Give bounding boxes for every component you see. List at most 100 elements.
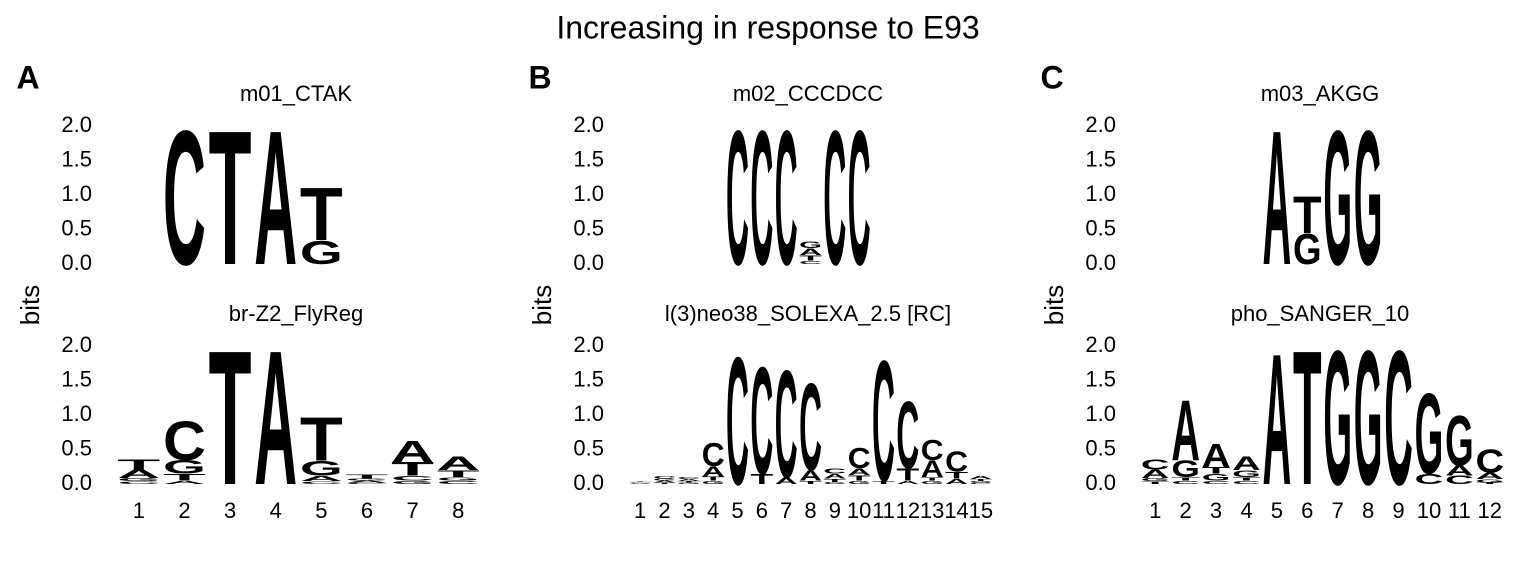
logo-letter: C [629, 482, 652, 483]
logo-letter: A [345, 480, 388, 483]
logo-letter: T [437, 469, 480, 480]
x-tick-label: 6 [1301, 498, 1313, 523]
logo-letter: G [629, 482, 652, 483]
logo-letter: C [437, 480, 480, 485]
logo-letter: A [1263, 314, 1292, 523]
y-tick-label: 0.5 [573, 435, 604, 460]
y-tick-label: 0.0 [61, 250, 92, 275]
y-tick-label: 1.5 [1085, 366, 1116, 391]
logo-letter: T [872, 480, 895, 485]
logo-letter: C [677, 477, 700, 480]
logo-letter: G [653, 478, 676, 481]
y-axis-label: bits [1039, 285, 1069, 325]
y-tick-label: 0.5 [1085, 435, 1116, 460]
logo-letter: T [896, 465, 919, 484]
x-tick-label: 15 [969, 498, 993, 523]
logo-letter: C [799, 358, 822, 497]
x-tick-label: 8 [452, 498, 464, 523]
logo-letter: G [677, 482, 700, 484]
y-tick-label: 0.5 [573, 215, 604, 240]
logo-letter: A [653, 480, 676, 483]
x-tick-label: 4 [1240, 498, 1252, 523]
logo-letter: G [848, 480, 871, 485]
x-tick-label: 8 [804, 498, 816, 523]
logo-letter: G [163, 457, 206, 478]
y-tick-label: 0.5 [61, 435, 92, 460]
logo-letter: C [1475, 442, 1504, 480]
x-tick-label: 10 [1417, 498, 1441, 523]
logo-letter: C [163, 410, 206, 472]
logo-letter: C [945, 445, 968, 477]
y-tick-label: 1.0 [573, 401, 604, 426]
logo-letter: C [345, 482, 388, 484]
x-tick-label: 14 [944, 498, 968, 523]
logo-letter: G [1293, 225, 1322, 273]
logo-letter: C [1415, 471, 1444, 487]
chart-title: br-Z2_FlyReg [229, 301, 363, 326]
chart-title: pho_SANGER_10 [1231, 301, 1410, 326]
logo-letter: G [1232, 469, 1261, 480]
logo-letter: A [921, 456, 944, 483]
logo-letter: G [799, 240, 822, 251]
x-tick-label: 6 [756, 498, 768, 523]
logo-letter: C [653, 475, 676, 479]
logo-letter: A [254, 312, 297, 525]
logo-letter: G [1323, 312, 1352, 525]
chart-title: l(3)neo38_SOLEXA_2.5 [RC] [665, 301, 951, 326]
x-tick-label: 12 [896, 498, 920, 523]
logo-letter: C [1384, 312, 1413, 525]
logo-letter: A [1202, 436, 1231, 474]
x-tick-label: 8 [1362, 498, 1374, 523]
x-tick-label: 3 [683, 498, 695, 523]
logo-letter: C [896, 381, 919, 489]
x-tick-label: 7 [1332, 498, 1344, 523]
logo-letter: T [1171, 476, 1200, 481]
logo-letter: A [1263, 92, 1292, 305]
logo-letter: G [1445, 401, 1474, 481]
y-tick-label: 1.5 [61, 146, 92, 171]
logo-letter: G [1354, 312, 1383, 525]
x-tick-label: 3 [224, 498, 236, 523]
logo-letter: T [799, 254, 822, 263]
logo-letter: A [896, 480, 919, 485]
logo-letter: G [921, 480, 944, 485]
logo-letter: A [1141, 468, 1170, 481]
x-tick-label: 10 [847, 498, 871, 523]
logo-letter: G [1171, 456, 1200, 483]
logo-letter: G [300, 233, 343, 271]
logo-letter: T [209, 92, 252, 305]
logo-letter: G [702, 480, 725, 485]
x-tick-label: 2 [178, 498, 190, 523]
x-tick-label: 7 [406, 498, 418, 523]
logo-letter: A [848, 467, 871, 478]
logo-letter: T [391, 459, 434, 480]
logo-letter: G [117, 477, 160, 482]
x-tick-label: 12 [1478, 498, 1502, 523]
logo-letter: A [254, 92, 297, 305]
logo-letter: C [726, 92, 749, 305]
logo-letter: T [1293, 312, 1322, 525]
logo-letter: C [1232, 480, 1261, 485]
chart-title: m01_CTAK [240, 81, 352, 106]
logo-letter: A [1232, 453, 1261, 474]
logo-letter: C [391, 475, 434, 482]
x-tick-label: 4 [270, 498, 282, 523]
logo-letter: C [775, 92, 798, 305]
x-tick-label: 7 [780, 498, 792, 523]
logo-letter: T [653, 482, 676, 484]
y-tick-label: 0.5 [61, 215, 92, 240]
logo-letter: T [209, 312, 252, 525]
x-tick-label: 11 [872, 498, 895, 523]
y-tick-label: 1.5 [573, 366, 604, 391]
x-tick-label: 1 [1149, 498, 1161, 523]
y-axis-label: bits [15, 285, 45, 325]
x-tick-label: 1 [133, 498, 145, 523]
y-tick-label: 2.0 [573, 112, 604, 137]
logo-letter: T [750, 471, 773, 487]
y-tick-label: 1.5 [1085, 146, 1116, 171]
logo-letter: T [629, 481, 652, 482]
logo-letter: C [750, 336, 773, 507]
logo-letter: C [1171, 480, 1200, 485]
logo-letter: A [702, 464, 725, 480]
x-tick-label: 3 [1210, 498, 1222, 523]
